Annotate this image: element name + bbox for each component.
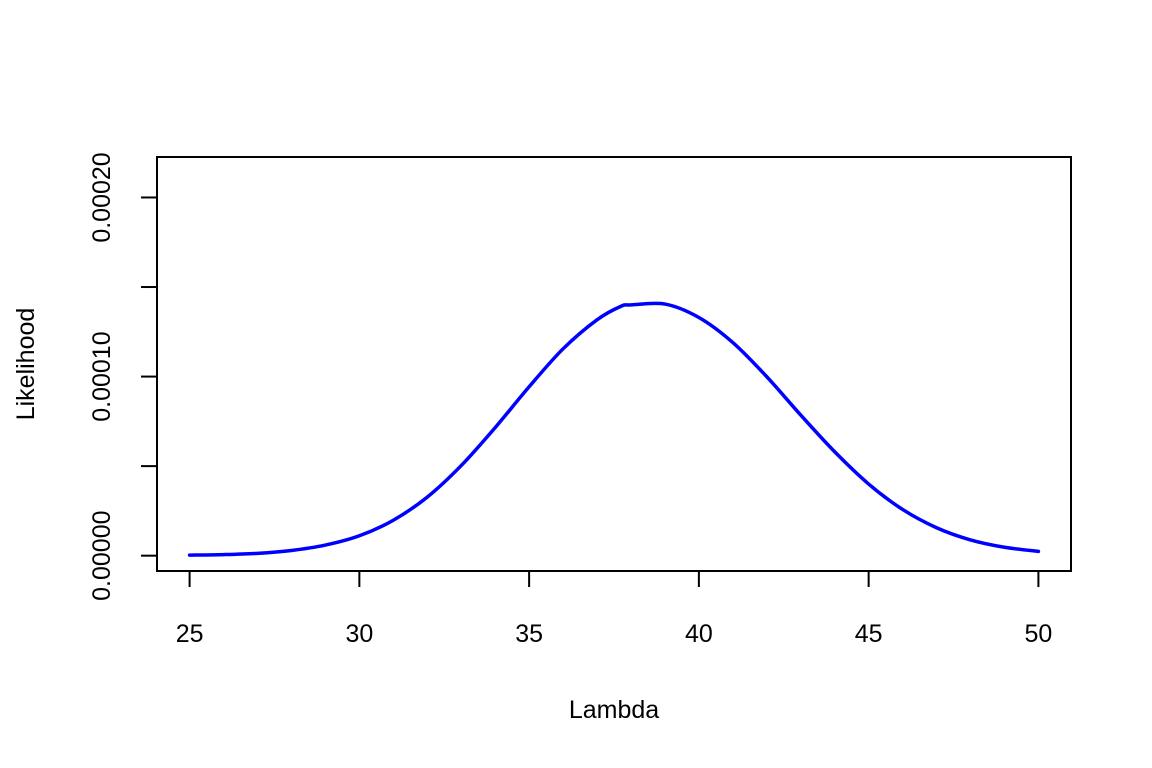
x-axis-label: Lambda [569, 696, 659, 724]
x-tick-label: 50 [1024, 620, 1052, 648]
x-tick-label: 40 [685, 620, 713, 648]
x-tick-label: 35 [515, 620, 543, 648]
y-axis-label: Likelihood [12, 308, 40, 421]
curve-layer [187, 301, 1041, 557]
y-tick-label: 0.00020 [88, 152, 116, 242]
y-tick-label: 0.00000 [88, 510, 116, 600]
x-tick-label: 45 [855, 620, 883, 648]
y-axis: 0.00000 0.00010 0.00020 [88, 152, 158, 601]
likelihood-curve [187, 301, 1041, 557]
x-tick-label: 25 [176, 620, 204, 648]
x-axis: 25 30 35 40 45 50 [176, 570, 1052, 648]
plot-frame [156, 156, 1072, 572]
x-tick-label: 30 [345, 620, 373, 648]
y-tick-label: 0.00010 [88, 331, 116, 421]
